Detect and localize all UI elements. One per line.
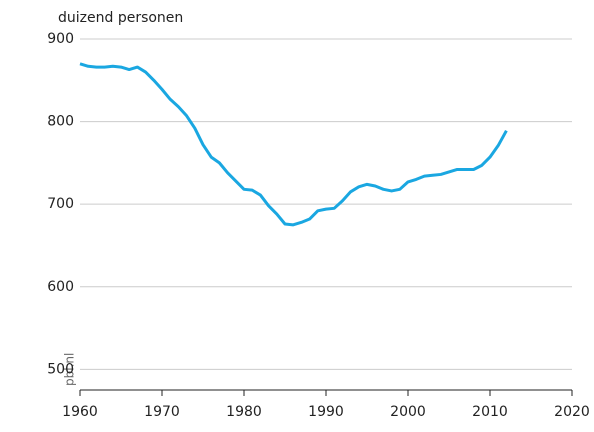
y-tick-label: 600 bbox=[47, 279, 74, 295]
x-tick-label: 1970 bbox=[144, 404, 180, 420]
y-tick-label: 900 bbox=[47, 31, 74, 47]
y-axis-title: duizend personen bbox=[58, 10, 183, 26]
x-tick-label: 2010 bbox=[472, 404, 508, 420]
y-tick-label: 700 bbox=[47, 196, 74, 212]
x-tick-label: 1980 bbox=[226, 404, 262, 420]
y-tick-label: 500 bbox=[47, 361, 74, 377]
data-line bbox=[79, 62, 508, 227]
x-tick-label: 2020 bbox=[554, 404, 590, 420]
x-tick-label: 2000 bbox=[390, 404, 426, 420]
x-tick-label: 1990 bbox=[308, 404, 344, 420]
y-tick-label: 800 bbox=[47, 114, 74, 130]
x-tick-label: 1960 bbox=[62, 404, 98, 420]
watermark: pbl.nl bbox=[63, 353, 77, 386]
